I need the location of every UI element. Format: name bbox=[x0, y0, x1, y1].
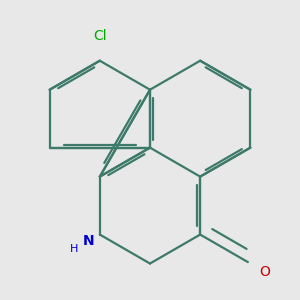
Text: H: H bbox=[70, 244, 78, 254]
Text: O: O bbox=[259, 265, 270, 278]
Text: Cl: Cl bbox=[93, 29, 106, 44]
Text: N: N bbox=[82, 234, 94, 248]
